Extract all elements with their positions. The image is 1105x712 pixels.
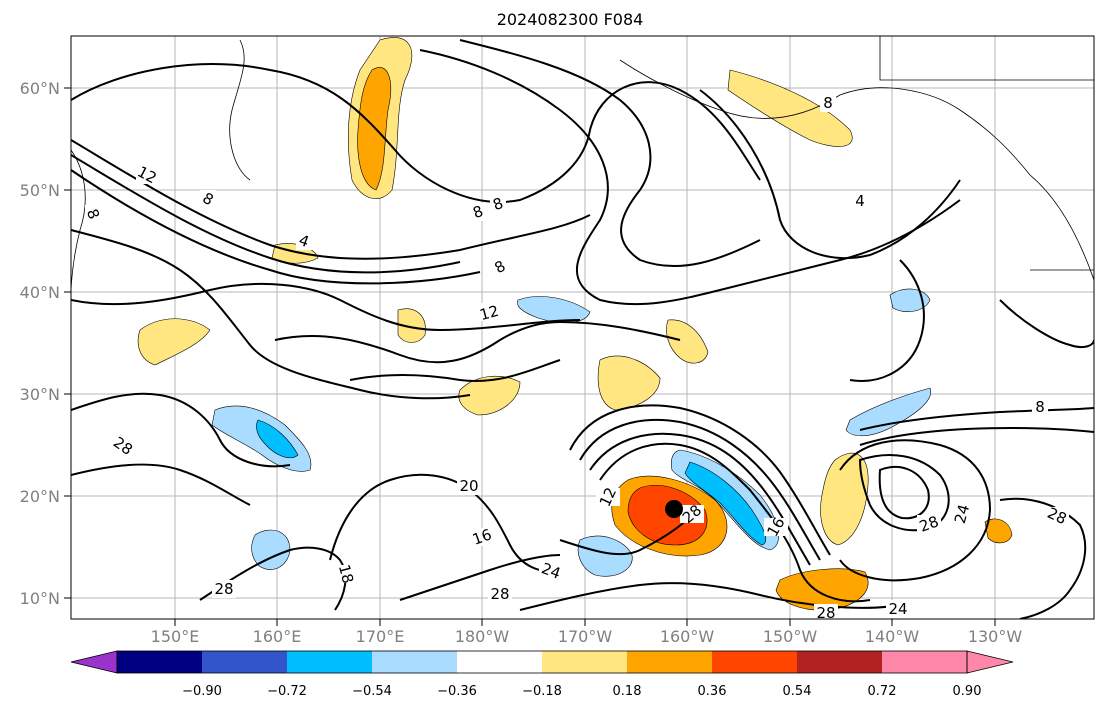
colorbar-tick-label: 0.36 bbox=[698, 684, 727, 699]
colorbar-segment bbox=[372, 651, 457, 673]
lon-label: 150°W bbox=[763, 627, 818, 646]
axis-ticks bbox=[64, 87, 996, 626]
lon-label: 160°W bbox=[660, 627, 715, 646]
lon-label: 150°E bbox=[151, 627, 200, 646]
contour-label: 28 bbox=[917, 512, 941, 535]
colorbar-segment bbox=[627, 651, 712, 673]
positive-anomaly-central-2 bbox=[597, 355, 661, 411]
colorbar-tick-label: 0.72 bbox=[868, 684, 897, 699]
colorbar-tick-label: −0.18 bbox=[522, 684, 562, 699]
colorbar-segment bbox=[797, 651, 882, 673]
contour-label: 4 bbox=[855, 192, 865, 210]
colorbar-extend-low bbox=[70, 650, 118, 674]
contour-label: 18 bbox=[335, 562, 357, 585]
lon-label: 170°W bbox=[558, 627, 613, 646]
latitude-labels: 60°N 50°N 40°N 30°N 20°N 10°N bbox=[20, 79, 60, 608]
lon-label: 170°E bbox=[356, 627, 405, 646]
contour-label: 8 bbox=[1035, 398, 1045, 416]
colorbar-tick-label: 0.90 bbox=[953, 684, 982, 699]
shaded-fields bbox=[137, 37, 1013, 611]
colorbar-tick-label: 0.18 bbox=[613, 684, 642, 699]
lon-label: 160°E bbox=[253, 627, 302, 646]
positive-anomaly-central-3 bbox=[666, 319, 709, 364]
contour-label: 28 bbox=[490, 585, 509, 603]
negative-anomaly-hurricane-core bbox=[684, 461, 767, 546]
colorbar: −0.90 −0.72 −0.54 −0.36 −0.18 0.18 0.36 … bbox=[70, 650, 1014, 699]
colorbar-tick-label: −0.90 bbox=[182, 684, 222, 699]
hurricane-center-marker bbox=[665, 500, 683, 518]
contour-lines bbox=[71, 39, 1094, 619]
contour-label: 24 bbox=[888, 600, 907, 618]
colorbar-segment bbox=[287, 651, 372, 673]
negative-anomaly-west-core bbox=[256, 419, 299, 459]
lat-label: 20°N bbox=[20, 487, 60, 506]
positive-anomaly-core-north bbox=[357, 67, 391, 191]
coastlines bbox=[71, 36, 1094, 291]
positive-anomaly-east bbox=[820, 452, 869, 546]
positive-anomaly-southeast bbox=[984, 518, 1013, 544]
colorbar-extend-high bbox=[966, 650, 1014, 674]
positive-anomaly-west bbox=[137, 318, 211, 366]
colorbar-segment bbox=[117, 651, 202, 673]
contour-label: 16 bbox=[470, 525, 494, 548]
negative-anomaly-southwest bbox=[251, 529, 291, 570]
lat-label: 40°N bbox=[20, 283, 60, 302]
positive-anomaly-alaska bbox=[727, 69, 853, 147]
negative-anomaly-south-central bbox=[577, 535, 633, 577]
positive-anomaly-central-4 bbox=[397, 308, 426, 343]
colorbar-tick-label: −0.54 bbox=[352, 684, 392, 699]
map-title: 2024082300 F084 bbox=[496, 10, 644, 29]
lat-label: 50°N bbox=[20, 181, 60, 200]
contour-label: 8 bbox=[823, 94, 833, 112]
colorbar-segment bbox=[542, 651, 627, 673]
lat-label: 10°N bbox=[20, 589, 60, 608]
colorbar-segment bbox=[457, 651, 542, 673]
lon-label: 140°W bbox=[865, 627, 920, 646]
colorbar-segment bbox=[202, 651, 287, 673]
colorbar-segment bbox=[882, 651, 967, 673]
contour-label: 24 bbox=[539, 559, 563, 582]
contour-label: 28 bbox=[816, 604, 835, 622]
lat-label: 30°N bbox=[20, 385, 60, 404]
positive-anomaly-central bbox=[458, 375, 521, 416]
contour-label: 20 bbox=[459, 477, 478, 495]
contour-label: 12 bbox=[478, 302, 501, 324]
negative-anomaly-east bbox=[845, 387, 932, 437]
lon-label: 130°W bbox=[968, 627, 1023, 646]
lon-label: 180°W bbox=[455, 627, 510, 646]
colorbar-tick-label: −0.36 bbox=[437, 684, 477, 699]
colorbar-segment bbox=[712, 651, 797, 673]
colorbar-tick-label: −0.72 bbox=[267, 684, 307, 699]
contour-label: 28 bbox=[214, 580, 233, 598]
colorbar-tick-label: 0.54 bbox=[783, 684, 812, 699]
map-frame bbox=[70, 35, 1095, 620]
contour-label: 24 bbox=[951, 502, 973, 525]
contour-label-group: 12 8 4 8 8 12 8 4 28 20 16 28 18 bbox=[83, 94, 1069, 622]
lat-label: 60°N bbox=[20, 79, 60, 98]
longitude-labels: 150°E 160°E 170°E 180°W 170°W 160°W 150°… bbox=[151, 627, 1023, 646]
negative-anomaly-central bbox=[517, 296, 591, 323]
